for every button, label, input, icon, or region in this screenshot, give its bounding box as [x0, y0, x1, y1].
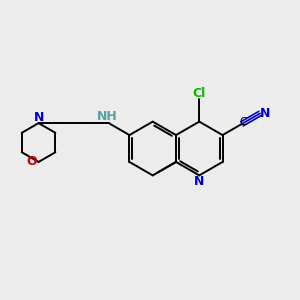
Text: N: N — [260, 107, 271, 120]
Text: N: N — [33, 111, 44, 124]
Text: O: O — [27, 155, 37, 168]
Text: Cl: Cl — [193, 87, 206, 101]
Text: N: N — [194, 176, 205, 188]
Text: C: C — [239, 117, 247, 128]
Text: NH: NH — [97, 110, 118, 123]
